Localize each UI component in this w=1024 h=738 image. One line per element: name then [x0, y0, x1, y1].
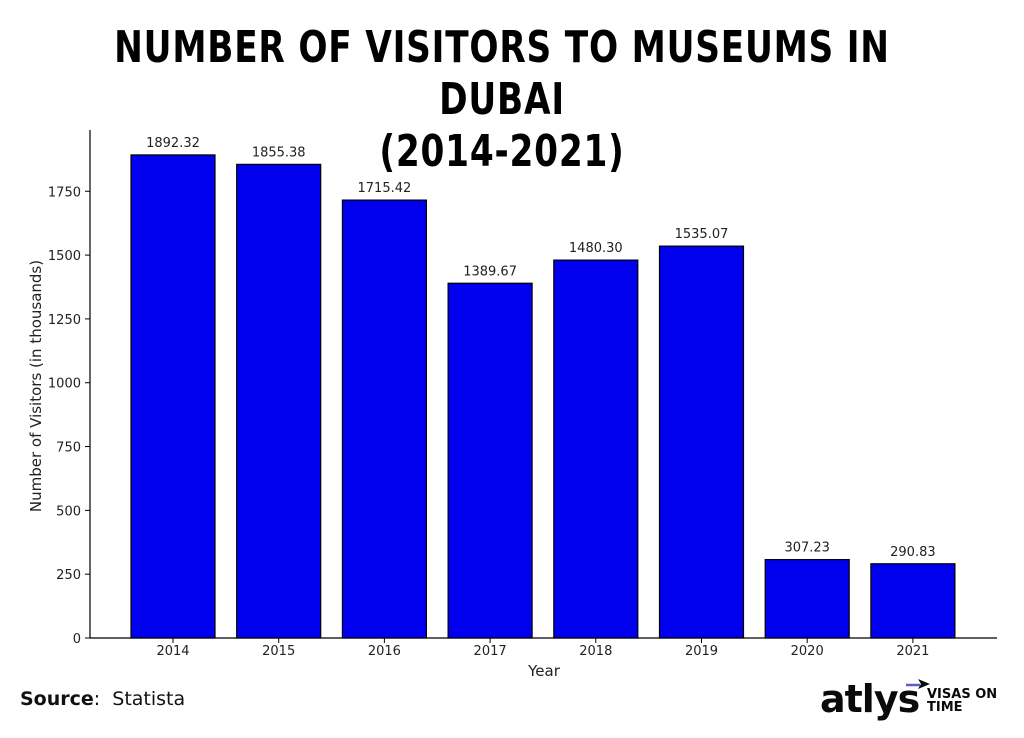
x-tick-label: 2021: [896, 644, 929, 659]
chart-title-line-2: (2014-2021): [379, 126, 625, 177]
x-tick-label: 2019: [685, 644, 718, 659]
y-tick-label: 750: [56, 441, 81, 456]
y-tick-label: 1000: [48, 377, 81, 392]
bar-2014: [130, 154, 216, 639]
y-tick-label: 1250: [48, 313, 81, 328]
source-value: Statista: [112, 688, 186, 710]
value-label: 1715.42: [358, 181, 412, 196]
bar-2015: [236, 163, 322, 639]
x-tick-label: 2018: [579, 644, 612, 659]
bar-2017: [447, 282, 533, 639]
y-tick-label: 1750: [48, 185, 81, 200]
logo-tagline: VISAS ON TIME: [927, 688, 1007, 714]
x-tick-label: 2017: [474, 644, 507, 659]
y-axis: 0 250 500 750 1000 1250 1500 1750: [48, 130, 91, 647]
logo-wordmark: atlys: [820, 677, 920, 721]
logo-tagline-line-1: VISAS ON: [927, 687, 998, 702]
x-tick-label: 2014: [156, 644, 189, 659]
y-tick-label: 1500: [48, 249, 81, 264]
bar-2018: [553, 259, 639, 639]
source-note: Source: Statista: [20, 688, 186, 710]
y-tick-label: 0: [73, 632, 81, 647]
y-tick-label: 250: [56, 568, 81, 583]
chart-title: NUMBER OF VISITORS TO MUSEUMS IN DUBAI (…: [110, 22, 893, 178]
x-axis-title: Year: [527, 662, 561, 680]
x-axis: 2014 2015 2016 2017 2018 2019 2020 2021: [90, 637, 997, 659]
value-label: 1389.67: [463, 264, 517, 279]
value-labels: 1892.32 1855.38 1715.42 1389.67 1480.30 1535.…: [146, 136, 936, 560]
value-label: 1855.38: [252, 145, 306, 160]
value-label: 1480.30: [569, 241, 623, 256]
bars: [130, 154, 956, 639]
value-label: 1892.32: [146, 136, 200, 151]
value-label: 290.83: [890, 545, 936, 560]
source-label: Source: [20, 688, 94, 710]
value-label: 307.23: [784, 541, 830, 556]
y-tick-label: 500: [56, 504, 81, 519]
bar-2021: [870, 563, 956, 639]
x-tick-label: 2015: [262, 644, 295, 659]
x-tick-label: 2020: [791, 644, 824, 659]
y-axis-title: Number of Visitors (in thousands): [27, 260, 45, 512]
value-label: 1535.07: [675, 227, 729, 242]
bar-2019: [658, 245, 745, 639]
airplane-icon: [906, 679, 930, 689]
bar-2016: [341, 199, 427, 639]
atlys-logo: atlys VISAS ON TIME: [820, 676, 1010, 726]
chart-title-line-1: NUMBER OF VISITORS TO MUSEUMS IN DUBAI: [114, 22, 890, 125]
logo-tagline-line-2: TIME: [927, 700, 963, 715]
x-tick-label: 2016: [368, 644, 401, 659]
bar-2020: [764, 558, 850, 639]
